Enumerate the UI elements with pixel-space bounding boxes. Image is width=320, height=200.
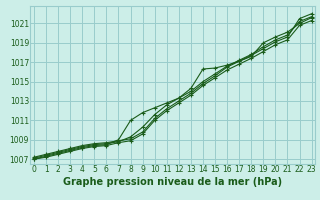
X-axis label: Graphe pression niveau de la mer (hPa): Graphe pression niveau de la mer (hPa) bbox=[63, 177, 282, 187]
